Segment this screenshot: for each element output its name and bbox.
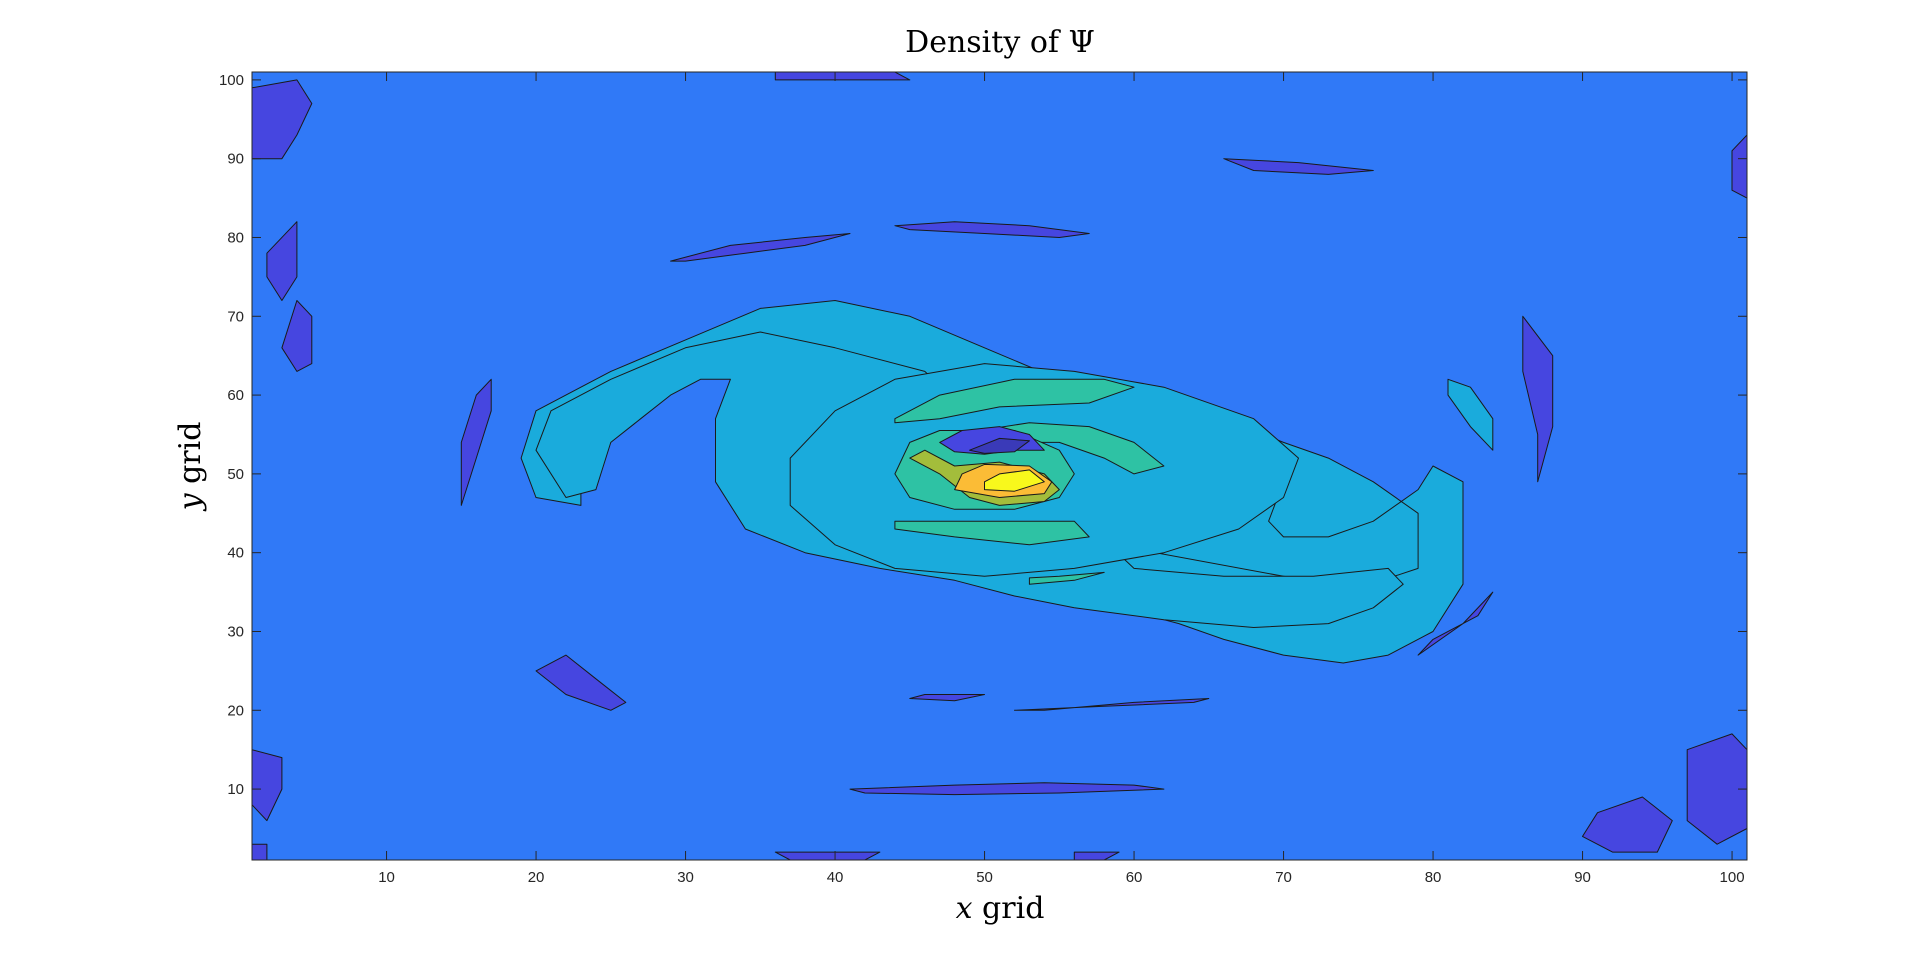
contour-dark-core bbox=[969, 437, 1030, 454]
contour-band-bottom-long bbox=[849, 782, 1165, 796]
y-tick-label: 20 bbox=[227, 702, 244, 719]
y-axis-label-var: y bbox=[173, 492, 208, 512]
contour-band-bottom-mid bbox=[1014, 698, 1210, 711]
x-tick-label: 70 bbox=[1275, 869, 1292, 886]
contour-edge-right-bottom-2 bbox=[1582, 796, 1673, 853]
contour-band-bottom-left bbox=[535, 654, 627, 711]
x-axis-label-var: x bbox=[956, 891, 973, 926]
contour-edge-left-strip bbox=[252, 79, 313, 160]
contour-band-left bbox=[460, 378, 492, 506]
contour-band-right-lower bbox=[1417, 591, 1494, 656]
x-axis-label-text: grid bbox=[973, 891, 1045, 926]
chart-title-text: Density of bbox=[905, 25, 1068, 60]
y-tick-label: 90 bbox=[227, 151, 244, 168]
y-axis-label-text: grid bbox=[173, 422, 208, 494]
contour-edge-left-col bbox=[281, 300, 313, 372]
chart-title: Density of Ψ bbox=[905, 25, 1095, 60]
contour-band-top bbox=[894, 221, 1090, 238]
contour-edge-left-corner bbox=[252, 843, 268, 860]
plot-border bbox=[251, 71, 1748, 861]
y-tick-label: 50 bbox=[227, 466, 244, 483]
x-tick-label: 100 bbox=[1720, 869, 1745, 886]
y-tick-label: 70 bbox=[227, 308, 244, 325]
y-tick-label: 80 bbox=[227, 229, 244, 246]
y-tick-label: 30 bbox=[227, 623, 244, 640]
contour-band-right bbox=[1522, 315, 1554, 483]
contour-edge-right-bottom bbox=[1686, 733, 1747, 845]
contour-edge-top-1 bbox=[774, 72, 911, 81]
x-tick-label: 90 bbox=[1574, 869, 1591, 886]
chart-title-symbol: Ψ bbox=[1069, 25, 1095, 60]
contour-small-patch bbox=[1028, 571, 1105, 585]
y-tick-label: 60 bbox=[227, 387, 244, 404]
x-tick-label: 10 bbox=[378, 869, 395, 886]
contour-lower-crescent bbox=[894, 520, 1090, 546]
contour-edge-left-bottom bbox=[252, 749, 283, 822]
y-axis-label: y grid bbox=[173, 422, 208, 513]
y-tick-label: 40 bbox=[227, 545, 244, 562]
contour-band-lower-2 bbox=[909, 694, 985, 702]
contour-band-top-left bbox=[670, 233, 851, 262]
contour-edge-bottom-2 bbox=[1073, 851, 1120, 860]
contour-right-patch bbox=[1447, 378, 1494, 451]
contour-regions bbox=[252, 72, 1747, 860]
contour-upper-crescent bbox=[894, 378, 1135, 424]
y-tick-label: 10 bbox=[227, 781, 244, 798]
y-axis-ticks: 10 20 30 40 50 60 70 80 90 100 bbox=[219, 72, 1747, 798]
contour-lobe-yellow bbox=[984, 469, 1045, 492]
x-tick-label: 40 bbox=[827, 869, 844, 886]
contour-edge-right-top bbox=[1731, 134, 1747, 199]
x-tick-label: 80 bbox=[1425, 869, 1442, 886]
contour-band-upper-right bbox=[1223, 158, 1374, 175]
x-axis-ticks: 10 20 30 40 50 60 70 80 90 100 bbox=[378, 72, 1745, 886]
contour-edge-left-mid bbox=[266, 221, 298, 301]
x-tick-label: 20 bbox=[528, 869, 545, 886]
plot-area: 10 20 30 40 50 60 70 80 90 100 10 20 30 40 50 60 70 80 90… bbox=[219, 71, 1748, 886]
y-tick-label: 100 bbox=[219, 72, 244, 89]
contour-edge-bottom-1 bbox=[774, 851, 881, 860]
x-tick-label: 50 bbox=[976, 869, 993, 886]
x-tick-label: 60 bbox=[1126, 869, 1143, 886]
x-axis-label: x grid bbox=[956, 891, 1045, 926]
x-tick-label: 30 bbox=[677, 869, 694, 886]
